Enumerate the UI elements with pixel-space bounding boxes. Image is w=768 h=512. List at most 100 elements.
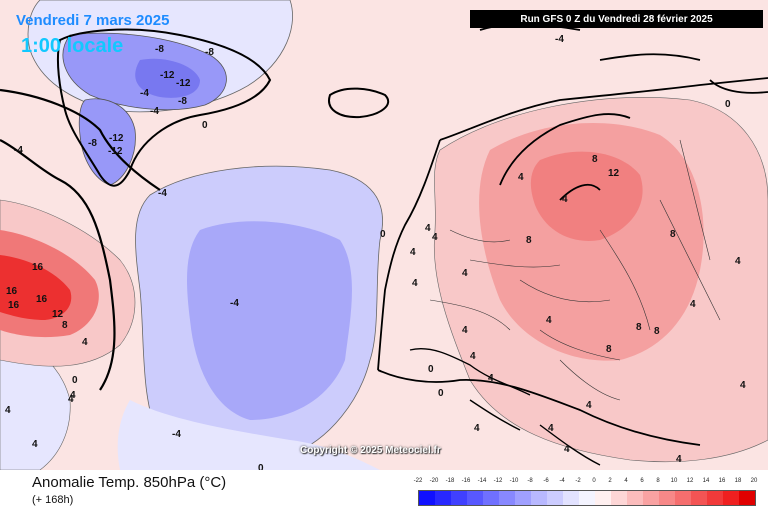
contour-label: 8 — [62, 320, 68, 331]
contour-label: 4 — [735, 256, 741, 267]
contour-label: -8 — [155, 44, 164, 55]
coastline-greenland — [56, 28, 272, 187]
contour-label: -4 — [230, 298, 239, 309]
legend-tick-label: 12 — [686, 478, 694, 484]
copyright-notice: Copyright © 2025 Meteociel.fr — [300, 445, 441, 456]
legend-swatch — [691, 491, 707, 505]
contour-label: -12 — [108, 146, 123, 157]
legend-swatch — [579, 491, 595, 505]
legend-tick-label: -20 — [429, 478, 439, 484]
cold-region-atlantic-inner — [187, 221, 352, 420]
contour-label: -4 — [150, 106, 159, 117]
legend-swatch — [451, 491, 467, 505]
contour-label: -8 — [205, 47, 214, 58]
contour-label: 4 — [518, 172, 524, 183]
legend-swatch — [707, 491, 723, 505]
legend-swatch — [739, 491, 755, 505]
contour-label: -12 — [176, 78, 191, 89]
contour-label: 4 — [432, 232, 438, 243]
cold-region-greenland-core — [135, 58, 200, 98]
contour-label: 4 — [690, 299, 696, 310]
legend-tick-label: 14 — [702, 478, 710, 484]
legend-tick-label: -18 — [445, 478, 455, 484]
contour-label: 8 — [670, 229, 676, 240]
coastline-europe — [377, 77, 768, 446]
contour-label: -4 — [140, 88, 149, 99]
contour-label: 16 — [36, 294, 48, 305]
contour-label: 4 — [412, 278, 418, 289]
contour-label: 8 — [526, 235, 532, 246]
contour-label: 4 — [488, 373, 494, 384]
legend-tick-label: -8 — [527, 478, 533, 484]
legend-tick-label: -10 — [509, 478, 519, 484]
legend-tick-label: 2 — [608, 478, 612, 484]
forecast-time-title: 1:00 locale — [21, 35, 124, 57]
coastline-iceland — [328, 87, 390, 119]
weather-map: -8 -12 -12 -8 -12 -8 -12 -8 -4 -4 -4 0 -… — [0, 0, 768, 470]
contour-label: 4 — [32, 439, 38, 450]
contour-label: 12 — [608, 168, 620, 179]
legend-tick-label: 10 — [670, 478, 678, 484]
legend-swatch — [627, 491, 643, 505]
legend-swatch — [435, 491, 451, 505]
contour-label: 12 — [52, 309, 64, 320]
contour-label: 0 — [258, 463, 264, 470]
anomaly-map-canvas: -8 -12 -12 -8 -12 -8 -12 -8 -4 -4 -4 0 -… — [0, 0, 768, 470]
contour-label: -4 — [555, 34, 564, 45]
contour-labels: -8 -12 -12 -8 -12 -8 -12 -8 -4 -4 -4 0 -… — [5, 34, 746, 470]
legend-swatch — [595, 491, 611, 505]
lead-time: (+ 168h) — [32, 494, 74, 506]
contour-label: 4 — [548, 423, 554, 434]
legend-swatch — [419, 491, 435, 505]
legend-tick-label: -4 — [559, 478, 565, 484]
contour-label: 4 — [740, 380, 746, 391]
map-footer: Anomalie Temp. 850hPa (°C) (+ 168h) -22-… — [0, 470, 768, 512]
contour-label: 4 — [474, 423, 480, 434]
legend-swatch — [531, 491, 547, 505]
legend-tick-label: -6 — [543, 478, 549, 484]
legend-tick-label: 20 — [750, 478, 758, 484]
legend-tick-label: -14 — [477, 478, 487, 484]
legend-tick-label: -22 — [413, 478, 423, 484]
legend-swatch — [675, 491, 691, 505]
contour-label: 8 — [592, 154, 598, 165]
field-title: Anomalie Temp. 850hPa (°C) — [32, 474, 227, 491]
contour-label: 4 — [562, 194, 568, 205]
contour-label: 0 — [428, 364, 434, 375]
contour-label: 4 — [676, 454, 682, 465]
legend-tick-label: -16 — [461, 478, 471, 484]
contour-label: 16 — [8, 300, 20, 311]
contour-label: 0 — [725, 99, 731, 110]
contour-label: 0 — [438, 388, 444, 399]
cold-region-south-atlantic — [117, 400, 380, 470]
legend-swatch — [483, 491, 499, 505]
legend-tick-label: 0 — [592, 478, 596, 484]
contour-label: 0 — [380, 229, 386, 240]
contour-label: 16 — [32, 262, 44, 273]
contour-label: 4 — [546, 315, 552, 326]
legend-tick-label: 6 — [640, 478, 644, 484]
run-banner: Run GFS 0 Z du Vendredi 28 février 2025 — [470, 10, 763, 28]
legend-swatch — [467, 491, 483, 505]
contour-label: 4 — [5, 405, 11, 416]
legend-swatch — [723, 491, 739, 505]
contour-label: 4 — [70, 390, 76, 401]
color-legend: -22 -20 -18 -16 -14 -12 -10 -8 -6 -4 -2 0 2 4 6 8 10 12 14… — [414, 478, 758, 506]
contour-label: 16 — [6, 286, 18, 297]
contour-label: 4 — [564, 444, 570, 455]
country-borders — [429, 139, 721, 401]
contour-label: 4 — [82, 337, 88, 348]
contour-label: -12 — [109, 133, 124, 144]
contour-label: -12 — [160, 70, 175, 81]
contour-label: 4 — [586, 400, 592, 411]
legend-swatch — [547, 491, 563, 505]
legend-tick-label: 18 — [734, 478, 742, 484]
legend-swatch — [643, 491, 659, 505]
forecast-date-title: Vendredi 7 mars 2025 — [16, 12, 170, 29]
legend-labels: -22 -20 -18 -16 -14 -12 -10 -8 -6 -4 -2 0 2 4 6 8 10 12 14… — [414, 478, 758, 488]
contour-label: 8 — [654, 326, 660, 337]
legend-swatch — [499, 491, 515, 505]
contour-label: 4 — [425, 223, 431, 234]
legend-tick-label: -2 — [575, 478, 581, 484]
contour-label: -4 — [172, 429, 181, 440]
